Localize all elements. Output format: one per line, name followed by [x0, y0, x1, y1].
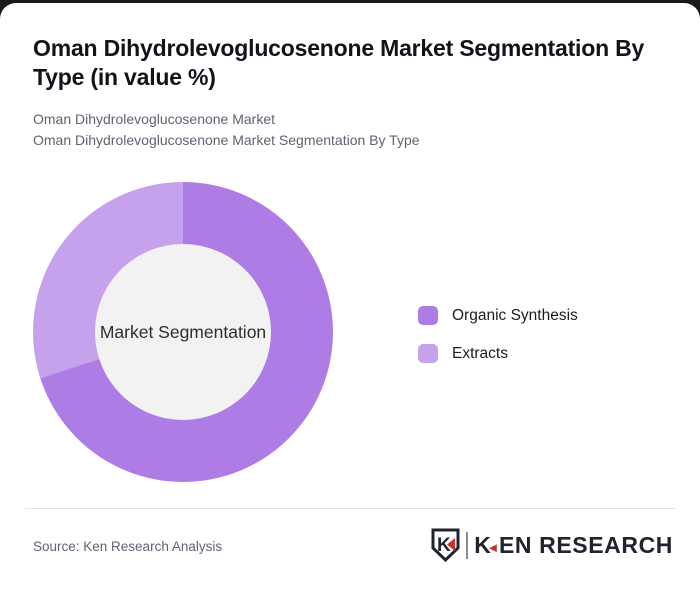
- source-attribution: Source: Ken Research Analysis: [33, 539, 223, 554]
- ken-research-logo: K K◄EN RESEARCH: [430, 528, 673, 562]
- donut-center: Market Segmentation: [95, 244, 271, 420]
- footer-divider: [25, 508, 675, 509]
- chart-subtitle-block: Oman Dihydrolevoglucosenone Market Oman …: [33, 109, 420, 151]
- legend-swatch-extracts-icon: [418, 344, 438, 363]
- svg-text:K: K: [437, 535, 451, 556]
- chart-title: Oman Dihydrolevoglucosenone Market Segme…: [33, 35, 645, 90]
- logo-red-triangle-icon: ◄: [486, 539, 500, 555]
- chart-legend: Organic Synthesis Extracts: [418, 306, 578, 382]
- legend-item-extracts[interactable]: Extracts: [418, 344, 578, 363]
- report-card: Oman Dihydrolevoglucosenone Market Segme…: [0, 3, 700, 591]
- legend-label: Extracts: [452, 344, 508, 362]
- subtitle-line-1: Oman Dihydrolevoglucosenone Market: [33, 111, 276, 127]
- donut-center-label: Market Segmentation: [99, 321, 267, 342]
- legend-swatch-organic-synthesis-icon: [418, 306, 438, 325]
- subtitle-line-2: Oman Dihydrolevoglucosenone Market Segme…: [33, 132, 420, 148]
- legend-item-organic-synthesis[interactable]: Organic Synthesis: [418, 306, 578, 325]
- logo-divider: [466, 531, 469, 559]
- legend-label: Organic Synthesis: [452, 306, 578, 324]
- ken-research-shield-icon: K: [431, 528, 460, 562]
- logo-wordmark: K◄EN RESEARCH: [474, 531, 673, 558]
- donut-pie-chart[interactable]: Market Segmentation: [33, 182, 333, 482]
